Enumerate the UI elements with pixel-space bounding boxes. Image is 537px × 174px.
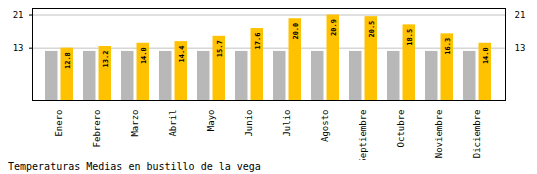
- svg-text:13: 13: [13, 43, 24, 53]
- svg-text:20.0: 20.0: [291, 23, 299, 40]
- svg-text:Agosto: Agosto: [320, 110, 330, 143]
- svg-text:Diciembre: Diciembre: [472, 110, 482, 159]
- svg-text:16.3: 16.3: [443, 38, 451, 55]
- svg-text:17.6: 17.6: [253, 33, 261, 50]
- svg-text:Junio: Junio: [244, 110, 254, 137]
- svg-text:13.2: 13.2: [101, 51, 109, 68]
- svg-text:14.4: 14.4: [177, 46, 185, 63]
- svg-text:Mayo: Mayo: [206, 110, 216, 132]
- svg-text:21: 21: [515, 10, 526, 20]
- svg-text:Noviembre: Noviembre: [434, 110, 444, 159]
- svg-text:14.0: 14.0: [481, 47, 489, 64]
- svg-text:18.5: 18.5: [405, 29, 413, 46]
- svg-text:14.0: 14.0: [139, 47, 147, 64]
- svg-text:13: 13: [515, 43, 526, 53]
- svg-text:Enero: Enero: [54, 110, 64, 137]
- svg-text:Abril: Abril: [168, 110, 178, 137]
- svg-text:Marzo: Marzo: [130, 110, 140, 137]
- svg-text:15.7: 15.7: [215, 40, 223, 57]
- svg-text:Febrero: Febrero: [92, 110, 102, 148]
- svg-text:21: 21: [13, 10, 24, 20]
- svg-text:20.9: 20.9: [329, 19, 337, 36]
- svg-text:20.5: 20.5: [367, 21, 375, 38]
- svg-text:12.8: 12.8: [63, 52, 71, 69]
- html-text:Temperaturas Medias en bustill: Temperaturas Medias en bustillo de la ve…: [8, 161, 261, 172]
- svg-text:Julio: Julio: [282, 110, 292, 137]
- svg-text:Octubre: Octubre: [396, 110, 406, 148]
- svg-text:Septiembre: Septiembre: [358, 110, 368, 161]
